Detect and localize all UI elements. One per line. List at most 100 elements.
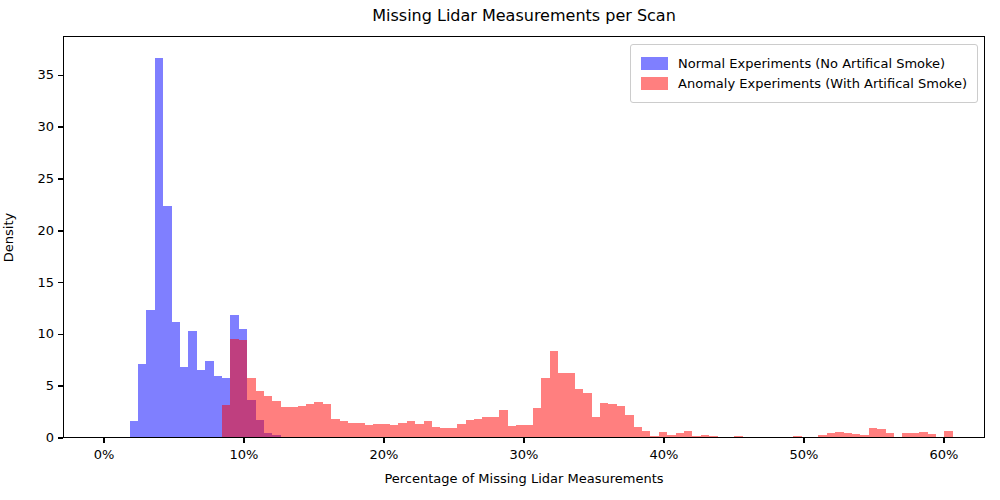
histogram-bar [944,431,952,437]
legend: Normal Experiments (No Artifical Smoke) … [630,44,978,103]
histogram-bar [365,425,373,437]
histogram-bar [348,423,356,437]
x-tick-mark [383,438,385,443]
plot-area: Normal Experiments (No Artifical Smoke) … [63,36,985,438]
histogram-bar [491,417,499,437]
histogram-bar [676,433,684,437]
x-tick-label: 20% [354,447,414,462]
histogram-bar [659,432,667,437]
histogram-bar [592,417,600,437]
x-tick-label: 10% [214,447,274,462]
histogram-bar [928,434,936,437]
histogram-bar [222,405,230,437]
histogram-bar [298,406,306,437]
histogram-bar [466,420,474,437]
x-tick-label: 40% [634,447,694,462]
x-tick-mark [523,438,525,443]
histogram-bar [608,404,616,437]
histogram-bar [911,433,919,437]
histogram-bar [617,406,625,437]
histogram-bar [650,436,658,437]
histogram-bar [533,408,541,437]
histogram-bar [583,393,591,437]
histogram-bar [642,431,650,437]
y-tick-mark [58,75,63,77]
y-tick-mark [58,230,63,232]
histogram-bar [256,391,264,437]
histogram-bar [877,429,885,437]
histogram-bar [457,424,465,437]
y-tick-mark [58,282,63,284]
histogram-bar [541,378,549,437]
histogram-bar [272,401,280,437]
histogram-bar [432,427,440,437]
histogram-bar [323,404,331,437]
x-tick-label: 0% [74,447,134,462]
histogram-bar [692,436,700,437]
histogram-bar [827,433,835,437]
histogram-bar [382,424,390,437]
histogram-bar [281,407,289,437]
histogram-bar [634,427,642,437]
x-tick-mark [803,438,805,443]
histogram-bar [818,435,826,437]
legend-label-anomaly: Anomaly Experiments (With Artifical Smok… [678,76,967,91]
histogram-bar [902,433,910,437]
histogram-bar [869,428,877,437]
histogram-bar [424,421,432,437]
histogram-bar [860,435,868,437]
histogram-bar [482,417,490,437]
y-tick-label: 30 [14,119,54,134]
histogram-bar [701,435,709,437]
histogram-bar [835,432,843,437]
histogram-bar [852,434,860,437]
histogram-bar [566,373,574,437]
histogram-bar [524,425,532,437]
legend-swatch-anomaly [641,77,668,90]
legend-item-anomaly: Anomaly Experiments (With Artifical Smok… [641,75,967,92]
histogram-bar [264,396,272,437]
x-axis-label: Percentage of Missing Lidar Measurements [63,471,985,486]
y-tick-label: 15 [14,275,54,290]
histogram-bar [247,378,255,437]
histogram-bar [886,433,894,437]
histogram-bar [558,373,566,437]
histogram-bar [390,425,398,437]
histogram-bar [508,426,516,437]
x-tick-mark [243,438,245,443]
histogram-bar [684,431,692,437]
histogram-bar [625,415,633,437]
histogram-bar [440,428,448,437]
histogram-bar [844,433,852,437]
figure: Missing Lidar Measurements per Scan Dens… [0,0,1000,500]
histogram-bar [314,402,322,437]
y-tick-mark [58,178,63,180]
histogram-bar [600,403,608,437]
y-tick-label: 35 [14,67,54,82]
histogram-bar [289,407,297,437]
histogram-bar [331,419,339,437]
histogram-bar [340,421,348,437]
y-tick-label: 0 [14,430,54,445]
y-tick-label: 5 [14,378,54,393]
histogram-bar [449,428,457,437]
histogram-bar [499,410,507,437]
y-tick-mark [58,126,63,128]
histogram-bar [230,339,238,437]
histogram-bar [919,432,927,437]
histogram-bar [356,423,364,438]
histogram-bar [398,423,406,437]
histogram-bar [415,424,423,437]
y-tick-mark [58,385,63,387]
histogram-bar [575,389,583,437]
x-tick-label: 50% [774,447,834,462]
histogram-bar [407,421,415,437]
legend-label-normal: Normal Experiments (No Artifical Smoke) [678,56,945,71]
legend-item-normal: Normal Experiments (No Artifical Smoke) [641,55,967,72]
x-tick-mark [943,438,945,443]
y-tick-mark [58,437,63,439]
legend-swatch-normal [641,57,668,70]
histogram-bar [306,404,314,437]
histogram-bar [516,425,524,437]
histogram-bar [709,436,717,437]
